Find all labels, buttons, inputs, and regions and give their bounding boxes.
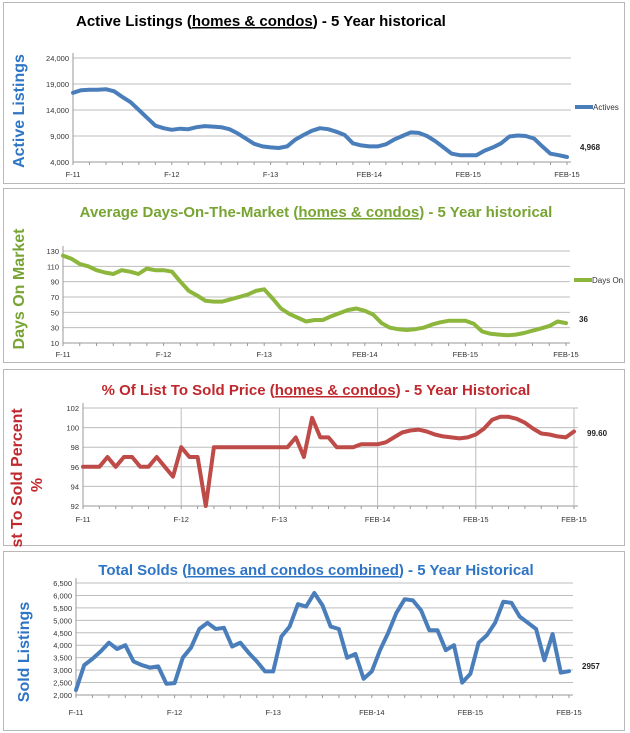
x-tick-label: FEB-15: [463, 515, 488, 524]
y-tick-label: 9,000: [50, 132, 69, 141]
chart-title-underlined: homes and condos combined: [187, 562, 399, 579]
y-tick-label: 70: [51, 293, 59, 302]
active-listings-panel: Active Listings (homes & condos) - 5 Yea…: [3, 2, 625, 184]
y-tick-label: 5,500: [53, 604, 72, 613]
x-tick-label: FEB-15: [458, 708, 483, 717]
end-value-label: 99.60: [587, 429, 608, 438]
chart-title: % Of List To Sold Price (homes & condos)…: [102, 382, 531, 399]
y-tick-label: 19,000: [46, 80, 69, 89]
y-tick-label: 2,000: [53, 691, 72, 700]
end-value-label: 36: [579, 315, 588, 324]
x-tick-label: F-11: [66, 170, 81, 179]
y-tick-label: 3,000: [53, 666, 72, 675]
x-tick-label: FEB-15: [553, 350, 578, 359]
x-tick-label: F-11: [69, 708, 84, 717]
chart-title-post: ) - 5 Year Historical: [399, 562, 534, 579]
x-tick-label: F-12: [173, 515, 188, 524]
x-tick-label: F-13: [256, 350, 271, 359]
chart-title-post: ) - 5 Year Historical: [396, 382, 531, 399]
chart-title-underlined: homes & condos: [192, 13, 313, 30]
y-tick-label: 6,000: [53, 591, 72, 600]
y-tick-label: 50: [51, 308, 59, 317]
chart-title-post: ) - 5 Year historical: [419, 204, 552, 221]
x-tick-label: F-12: [167, 708, 182, 717]
x-tick-label: FEB-15: [453, 350, 478, 359]
y-axis-label: Sold Listings: [16, 602, 33, 703]
x-tick-label: FEB-14: [352, 350, 377, 359]
y-tick-label: 92: [71, 502, 79, 511]
y-tick-label: 6,500: [53, 579, 72, 588]
y-axis-label: %: [29, 478, 46, 492]
list-to-sold-panel: % Of List To Sold Price (homes & condos)…: [3, 369, 625, 547]
x-tick-label: FEB-14: [359, 708, 384, 717]
chart-title: Average Days-On-The-Market (homes & cond…: [80, 204, 553, 221]
y-tick-label: 96: [71, 463, 79, 472]
series-line: [61, 253, 568, 338]
chart-title-underlined: homes & condos: [298, 204, 419, 221]
x-tick-label: F-11: [76, 515, 91, 524]
total-solds-panel: Total Solds (homes and condos combined) …: [3, 551, 625, 731]
chart-title-pre: Active Listings (: [76, 13, 192, 30]
legend-label: Days On: [592, 276, 623, 285]
y-tick-label: 100: [66, 424, 79, 433]
y-tick-label: 102: [66, 404, 79, 413]
list-to-sold-chart: % Of List To Sold Price (homes & condos)…: [9, 382, 608, 547]
x-tick-label: FEB-15: [561, 515, 586, 524]
y-axis-label: List To Sold Percent: [9, 408, 26, 547]
end-value-label: 2957: [582, 662, 600, 671]
end-value-label: 4,968: [580, 143, 601, 152]
y-tick-label: 30: [51, 324, 59, 333]
y-tick-label: 5,000: [53, 616, 72, 625]
y-axis-label: Days On Market: [11, 228, 28, 350]
y-tick-label: 110: [47, 262, 59, 271]
y-tick-label: 2,500: [53, 679, 72, 688]
x-tick-label: F-13: [272, 515, 287, 524]
chart-title-pre: Average Days-On-The-Market (: [80, 204, 299, 221]
y-tick-label: 130: [46, 247, 59, 256]
x-tick-label: F-11: [56, 350, 71, 359]
x-tick-label: F-12: [164, 170, 179, 179]
active-listings-chart: Active Listings (homes & condos) - 5 Yea…: [11, 13, 619, 179]
y-tick-label: 10: [51, 339, 59, 348]
days-on-market-chart: Average Days-On-The-Market (homes & cond…: [11, 204, 623, 359]
y-axis-label: Active Listings: [11, 54, 28, 168]
series-line: [81, 414, 576, 508]
x-tick-label: F-13: [265, 708, 280, 717]
y-tick-label: 4,000: [50, 158, 69, 167]
chart-title-underlined: homes & condos: [275, 382, 396, 399]
chart-title-pre: % Of List To Sold Price (: [102, 382, 275, 399]
x-tick-label: F-12: [156, 350, 171, 359]
x-tick-label: FEB-14: [365, 515, 390, 524]
chart-title: Active Listings (homes & condos) - 5 Yea…: [76, 13, 446, 30]
y-tick-label: 24,000: [46, 54, 69, 63]
series-line: [71, 87, 569, 159]
x-tick-label: FEB-15: [556, 708, 581, 717]
x-tick-label: FEB-15: [554, 170, 579, 179]
y-tick-label: 14,000: [46, 106, 69, 115]
y-tick-label: 4,500: [53, 629, 72, 638]
chart-title-pre: Total Solds (: [98, 562, 187, 579]
days-on-market-panel: Average Days-On-The-Market (homes & cond…: [3, 188, 625, 363]
y-tick-label: 98: [71, 443, 79, 452]
chart-title: Total Solds (homes and condos combined) …: [98, 562, 533, 579]
y-tick-label: 94: [71, 482, 79, 491]
x-tick-label: FEB-14: [357, 170, 382, 179]
y-tick-label: 3,500: [53, 654, 72, 663]
legend-label: Actives: [593, 103, 619, 112]
y-tick-label: 90: [51, 278, 59, 287]
x-tick-label: FEB-15: [455, 170, 480, 179]
total-solds-chart: Total Solds (homes and condos combined) …: [16, 562, 600, 717]
y-tick-label: 4,000: [53, 641, 72, 650]
chart-title-post: ) - 5 Year historical: [313, 13, 446, 30]
x-tick-label: F-13: [263, 170, 278, 179]
